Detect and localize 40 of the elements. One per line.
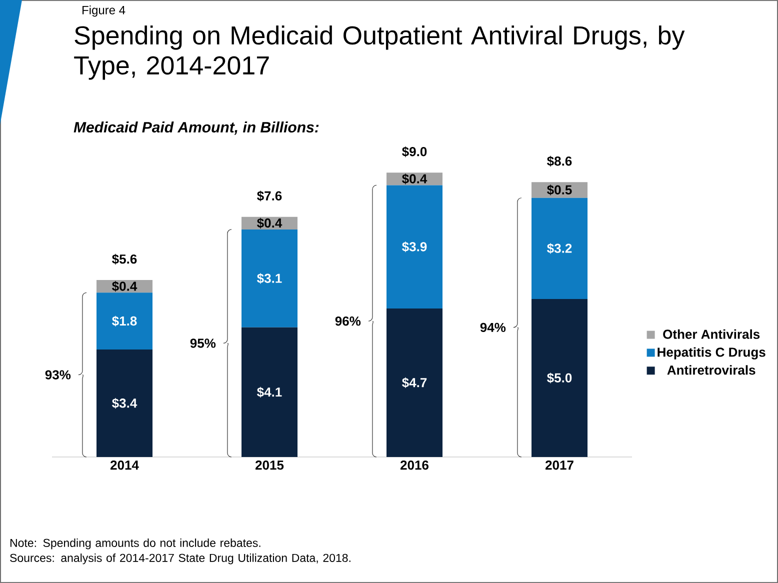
data-label: $5.0	[547, 372, 572, 384]
x-tick-label: 2014	[110, 460, 139, 470]
total-label: $7.6	[257, 190, 282, 202]
source-note: Sources: analysis of 2014-2017 State Drug Utilization Data, 2018.	[10, 554, 350, 564]
x-tick-label: 2015	[256, 460, 284, 470]
annotation: 95%	[190, 338, 216, 348]
annotation: 93%	[45, 370, 71, 380]
total-label: $9.0	[402, 146, 427, 158]
x-tick-label: 2017	[546, 460, 574, 470]
caption: Figure 4	[82, 6, 126, 17]
chart-subtitle: Medicaid Paid Amount, in Billions:	[74, 122, 319, 135]
legend-label: Hepatitis C Drugs	[658, 347, 766, 360]
data-label: $0.4	[112, 281, 138, 292]
legend-label: Other Antivirals	[663, 329, 760, 339]
bar	[532, 298, 588, 457]
data-label: $1.8	[112, 316, 137, 326]
data-label: $4.1	[257, 386, 282, 398]
text: Note: Spending amounts do not include rebates.	[10, 538, 260, 550]
data-label: $3.1	[257, 273, 282, 284]
x-tick-label: 2016	[400, 460, 428, 470]
data-label: $0.5	[547, 184, 572, 196]
annotation: 96%	[335, 316, 361, 326]
bar	[96, 350, 153, 457]
legend-label: Antiretrovirals	[667, 365, 756, 375]
bar	[386, 308, 443, 457]
data-label: $3.9	[402, 242, 427, 252]
total-label: $5.6	[112, 254, 137, 265]
annotation: 94%	[480, 322, 506, 332]
total-label: $8.6	[547, 156, 572, 167]
data-label: $0.4	[257, 218, 282, 228]
data-label: $4.7	[402, 377, 427, 388]
bar	[242, 229, 298, 328]
chart-title: Spending on Medicaid Outpatient Antiviral Drugs, by Type, 2014-2017	[74, 26, 685, 80]
data-label: $3.2	[547, 243, 572, 254]
bar	[96, 292, 153, 350]
data-label: $3.4	[112, 398, 138, 409]
bar	[386, 185, 443, 308]
bar	[242, 327, 298, 457]
data-label: $0.4	[402, 174, 428, 184]
bar	[532, 198, 588, 299]
